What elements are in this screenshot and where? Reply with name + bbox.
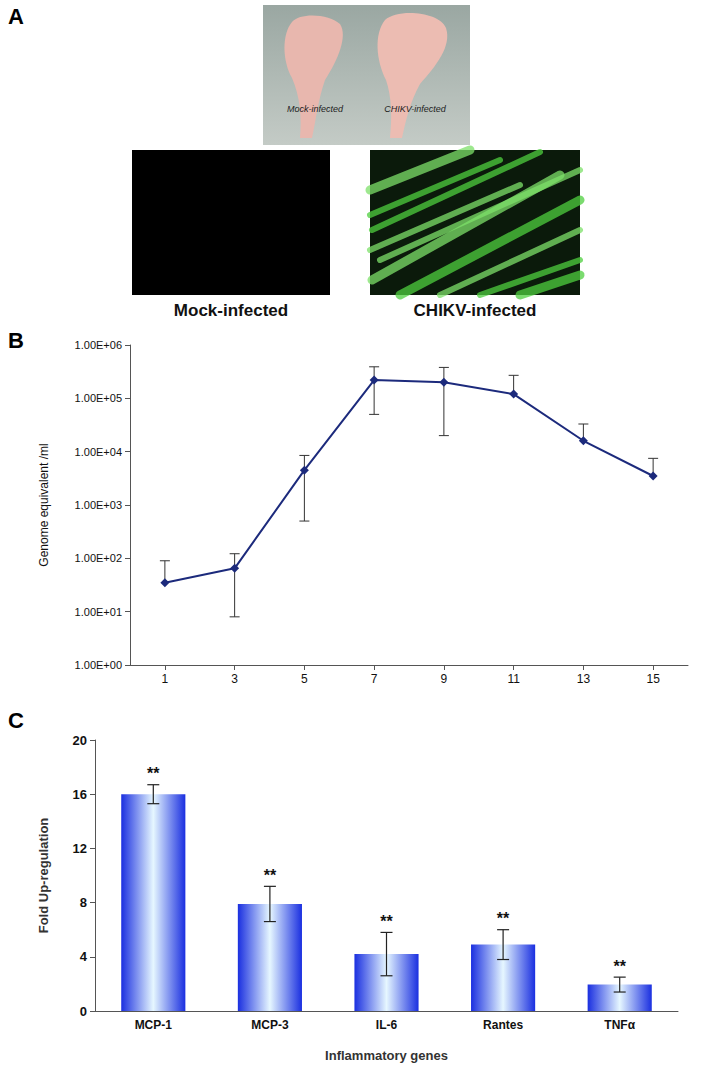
svg-text:**: ** — [147, 765, 160, 782]
html-text:B: B — [8, 328, 24, 353]
svg-text:1.00E+01: 1.00E+01 — [75, 606, 122, 618]
svg-text:12: 12 — [73, 841, 87, 856]
svg-text:1.00E+00: 1.00E+00 — [75, 659, 122, 671]
svg-text:Fold Up-regulation: Fold Up-regulation — [36, 818, 51, 934]
svg-text:9: 9 — [441, 672, 448, 686]
svg-text:16: 16 — [73, 787, 87, 802]
svg-text:8: 8 — [80, 895, 87, 910]
svg-text:20: 20 — [73, 733, 87, 748]
svg-text:0: 0 — [80, 1004, 87, 1019]
svg-text:IL-6: IL-6 — [376, 1018, 398, 1032]
svg-text:**: ** — [497, 910, 510, 927]
svg-text:MCP-3: MCP-3 — [251, 1018, 289, 1032]
svg-text:1.00E+04: 1.00E+04 — [75, 446, 122, 458]
html-text:A: A — [8, 4, 24, 29]
svg-text:Mock-infected: Mock-infected — [287, 104, 344, 114]
svg-text:1: 1 — [162, 672, 169, 686]
html-text:C: C — [8, 708, 24, 733]
svg-text:1.00E+02: 1.00E+02 — [75, 552, 122, 564]
svg-text:CHIKV-infected: CHIKV-infected — [384, 104, 447, 114]
svg-text:MCP-1: MCP-1 — [135, 1018, 173, 1032]
svg-text:Inflammatory genes: Inflammatory genes — [325, 1048, 448, 1063]
svg-text:1.00E+03: 1.00E+03 — [75, 499, 122, 511]
svg-text:1.00E+06: 1.00E+06 — [75, 339, 122, 351]
svg-text:11: 11 — [507, 672, 520, 686]
svg-text:5: 5 — [301, 672, 308, 686]
svg-text:**: ** — [264, 867, 277, 884]
svg-text:Mock-infected: Mock-infected — [174, 301, 288, 320]
svg-text:3: 3 — [231, 672, 238, 686]
svg-text:**: ** — [380, 913, 393, 930]
svg-text:4: 4 — [80, 949, 88, 964]
svg-text:TNFα: TNFα — [604, 1018, 635, 1032]
svg-text:CHIKV-infected: CHIKV-infected — [414, 301, 537, 320]
svg-text:**: ** — [613, 958, 626, 975]
svg-text:7: 7 — [371, 672, 378, 686]
svg-text:Genome equivalent /ml: Genome equivalent /ml — [37, 443, 51, 566]
svg-text:13: 13 — [577, 672, 591, 686]
svg-text:1.00E+05: 1.00E+05 — [75, 392, 122, 404]
svg-text:15: 15 — [646, 672, 660, 686]
svg-text:Rantes: Rantes — [483, 1018, 523, 1032]
